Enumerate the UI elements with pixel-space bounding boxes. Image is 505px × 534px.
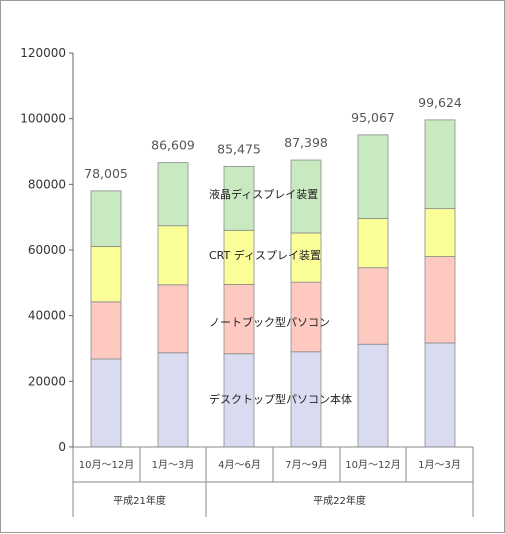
category-label: 10月～12月 bbox=[345, 459, 400, 471]
group-label: 平成22年度 bbox=[313, 494, 366, 507]
category-label: 1月～3月 bbox=[418, 459, 461, 471]
bar-segment bbox=[424, 119, 456, 210]
bar-segment bbox=[223, 229, 255, 285]
y-tick-label: 0 bbox=[58, 440, 66, 454]
series-label: CRT ディスプレイ装置 bbox=[209, 248, 321, 262]
total-value-label: 95,067 bbox=[351, 110, 395, 125]
bar-segment bbox=[157, 352, 189, 448]
series-label: ノートブック型パソコン bbox=[209, 315, 330, 329]
bar-segment bbox=[157, 162, 189, 227]
y-tick-label: 40000 bbox=[28, 309, 66, 323]
y-tick-label: 80000 bbox=[28, 177, 66, 191]
category-label: 1月～3月 bbox=[152, 459, 195, 471]
total-value-label: 78,005 bbox=[84, 166, 128, 181]
total-value-label: 86,609 bbox=[151, 138, 195, 153]
series-label: 液晶ディスプレイ装置 bbox=[209, 187, 318, 201]
bar-segment bbox=[90, 245, 122, 303]
bar-segment bbox=[223, 353, 255, 448]
bar-segment bbox=[424, 256, 456, 344]
y-tick-label: 60000 bbox=[28, 243, 66, 257]
y-tick-label: 100000 bbox=[20, 112, 66, 126]
category-label: 10月～12月 bbox=[79, 459, 134, 471]
bar-segment bbox=[357, 218, 389, 269]
series-label: デスクトップ型パソコン本体 bbox=[209, 392, 352, 406]
bar-segment bbox=[357, 343, 389, 448]
bar-segment bbox=[90, 190, 122, 247]
bar-segment bbox=[90, 358, 122, 448]
bar-segment bbox=[357, 267, 389, 345]
total-value-label: 99,624 bbox=[418, 95, 462, 110]
y-tick-label: 20000 bbox=[28, 374, 66, 388]
category-label: 4月～6月 bbox=[218, 459, 261, 471]
bar-segment bbox=[357, 134, 389, 219]
y-tick-label: 120000 bbox=[20, 46, 66, 60]
bar-segment bbox=[424, 342, 456, 448]
total-value-label: 85,475 bbox=[217, 141, 261, 156]
bar-segment bbox=[290, 159, 322, 234]
bar-segment bbox=[223, 284, 255, 355]
bar-segment bbox=[90, 301, 122, 360]
group-label: 平成21年度 bbox=[113, 494, 166, 507]
bar-segment bbox=[223, 165, 255, 231]
bar-segment bbox=[424, 208, 456, 257]
total-value-label: 87,398 bbox=[284, 135, 328, 150]
category-label: 7月～9月 bbox=[285, 459, 328, 471]
bar-segment bbox=[157, 284, 189, 354]
bar-segment bbox=[290, 351, 322, 448]
bar-segment bbox=[157, 225, 189, 286]
